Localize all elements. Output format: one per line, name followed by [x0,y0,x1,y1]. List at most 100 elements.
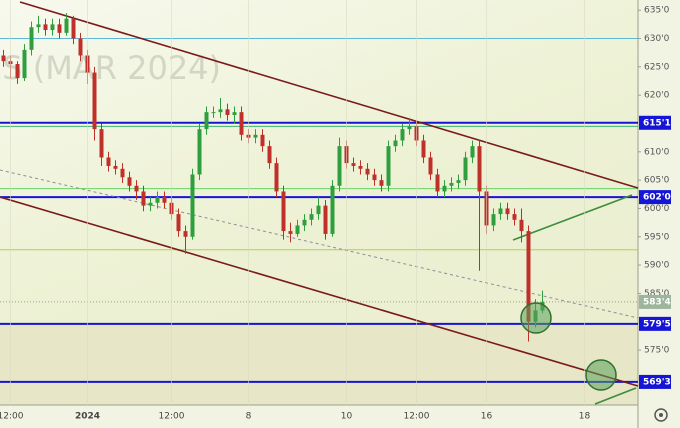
last-price-label: 583'4 [643,297,671,307]
time-axis [0,405,638,428]
settings-gear-center[interactable] [659,413,663,417]
candle-body [512,214,517,220]
watermark: ES (MAR 2024) [0,49,221,87]
y-tick-label: 630'0 [644,34,670,44]
candle-body [197,129,202,175]
y-tick-label: 585'0 [644,289,670,299]
x-tick-label: 12:00 [404,412,430,422]
settings-icon[interactable] [654,408,668,422]
candle-body [232,112,237,115]
level-tag [639,316,671,331]
candle-body [113,165,118,169]
candle-body [407,126,412,130]
candle-body [316,205,321,215]
lower-zone [0,324,638,405]
y-tick-label: 625'0 [644,62,670,72]
y-tick-label: 610'0 [644,147,670,157]
candle-body [239,112,244,135]
candle-body [470,146,475,158]
candle-body [148,202,153,206]
x-tick-label: 12:00 [159,412,185,422]
candle-body [491,214,496,226]
x-tick-label: 10 [341,412,353,422]
candle-body [337,146,342,186]
candle-body [435,174,440,192]
y-tick-label: 635'0 [644,6,670,16]
candle-body [498,208,503,215]
lower-channel-line [0,196,639,387]
candle-body [218,109,223,113]
candle-body [442,185,447,192]
candle-body [162,197,167,203]
candle-body [393,140,398,147]
candle-body [330,185,335,234]
candle-body [15,64,20,79]
candle-body [260,134,265,147]
candle-body [323,205,328,234]
level-tag [639,190,671,205]
price-axis [638,0,680,428]
level-tag [639,115,671,130]
candle-body [463,157,468,181]
x-tick-label: 2024 [75,412,100,422]
candle-body [183,231,188,237]
level-label: 579'5 [643,319,671,329]
candle-body [36,24,41,28]
candle-body [274,163,279,192]
y-tick-label: 590'0 [644,261,670,271]
candle-body [309,214,314,220]
candle-body [365,168,370,175]
candle-body [288,231,293,234]
candle-body [78,38,83,56]
y-tick-label: 595'0 [644,232,670,242]
candle-body [358,165,363,169]
level-label: 569'3 [643,377,671,387]
y-tick-label: 600'0 [644,204,670,214]
candle-body [372,174,377,181]
candle-body [134,185,139,192]
candle-body [267,146,272,164]
candle-body [295,225,300,234]
candle-body [29,27,34,50]
y-tick-label: 575'0 [644,346,670,356]
candle-body [281,191,286,232]
candle-body [253,134,258,138]
candle-body [204,112,209,130]
candle-body [22,49,27,79]
x-tick-label: 16 [481,412,493,422]
candle-body [351,163,356,166]
candle-body [71,18,76,39]
settings-gear[interactable] [654,408,668,422]
candle-body [106,157,111,166]
candle-body [92,72,97,130]
candle-body [211,112,216,114]
candle-body [421,140,426,158]
level-tag [639,374,671,389]
candle-body [64,18,69,33]
dashed-trend-line [0,169,639,319]
candle-body [477,146,482,192]
level-label: 615'1 [643,118,671,128]
candle-body [379,180,384,186]
candle-body [176,214,181,232]
y-tick-label: 620'0 [644,91,670,101]
candle-body [99,129,104,158]
candle-body [190,174,195,237]
x-tick-label: 12:00 [0,412,24,422]
candle-body [449,182,454,186]
candle-body [526,231,531,322]
candle-body [1,55,6,62]
candle-body [120,168,125,178]
highlight-circle [520,302,552,334]
candle-body [386,146,391,186]
last-price-tag [639,294,671,309]
x-tick-label: 18 [579,412,591,422]
candle-body [43,24,48,31]
candle-body [505,208,510,215]
candle-body [141,191,146,206]
highlight-circle [585,359,617,391]
candle-body [225,109,230,115]
candle-body [57,24,62,33]
candle-body [428,157,433,175]
